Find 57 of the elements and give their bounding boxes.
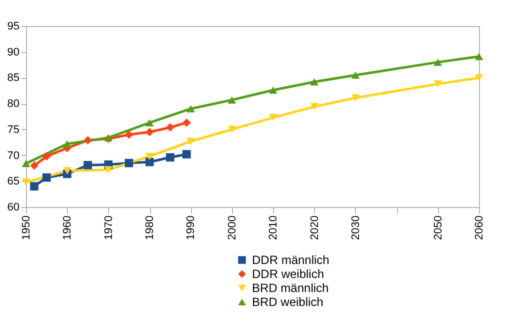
legend-label: DDR männlich [252,253,330,267]
point [268,114,278,122]
y-tick-label: 75 [7,124,20,136]
x-tick-label: 2020 [308,216,321,240]
x-tick-label: 1980 [144,216,156,240]
point [351,94,360,102]
y-tick-label: 90 [7,46,20,58]
point [30,182,38,190]
x-tick-label: 2000 [226,216,238,240]
x-tick-label: 2030 [350,216,362,240]
x-tick-label: 1950 [20,216,32,240]
point [63,167,72,174]
point [228,126,236,134]
x-tick-label: 2060 [474,216,486,240]
y-tick-label: 70 [7,150,20,162]
point [166,153,174,162]
point [22,160,30,168]
point [63,140,72,148]
point [182,118,191,127]
point [474,74,484,82]
point [228,96,236,104]
point [42,152,51,161]
point [84,160,92,170]
point [84,136,92,144]
point [310,78,318,86]
point [104,166,113,174]
point [474,52,484,60]
point [30,161,38,170]
point [186,105,195,112]
point [186,138,195,145]
point [124,158,134,168]
point [268,86,278,94]
x-tick-label: 1990 [185,216,198,240]
legend-label: DDR weiblich [252,267,324,281]
point [166,123,174,132]
point [145,119,154,126]
y-tick-label: 65 [7,176,20,188]
point [434,58,442,66]
point [124,130,134,139]
y-tick-label: 85 [7,72,20,84]
point [145,152,154,160]
x-tick-label: 1960 [62,216,74,240]
y-tick-label: 95 [7,20,20,32]
legend-label: BRD männlich [252,281,329,295]
x-tick-label: 2010 [268,216,280,240]
point [22,178,30,186]
y-tick-label: 80 [7,98,20,110]
x-tick-label: 1970 [102,216,115,240]
point [145,128,154,136]
y-tick-label: 60 [7,202,20,214]
point [42,173,51,182]
point [310,103,318,110]
point [434,80,442,88]
legend-label: BRD weiblich [252,295,324,309]
x-tick-label: 2050 [432,216,444,240]
point [351,72,360,79]
point [182,150,191,158]
